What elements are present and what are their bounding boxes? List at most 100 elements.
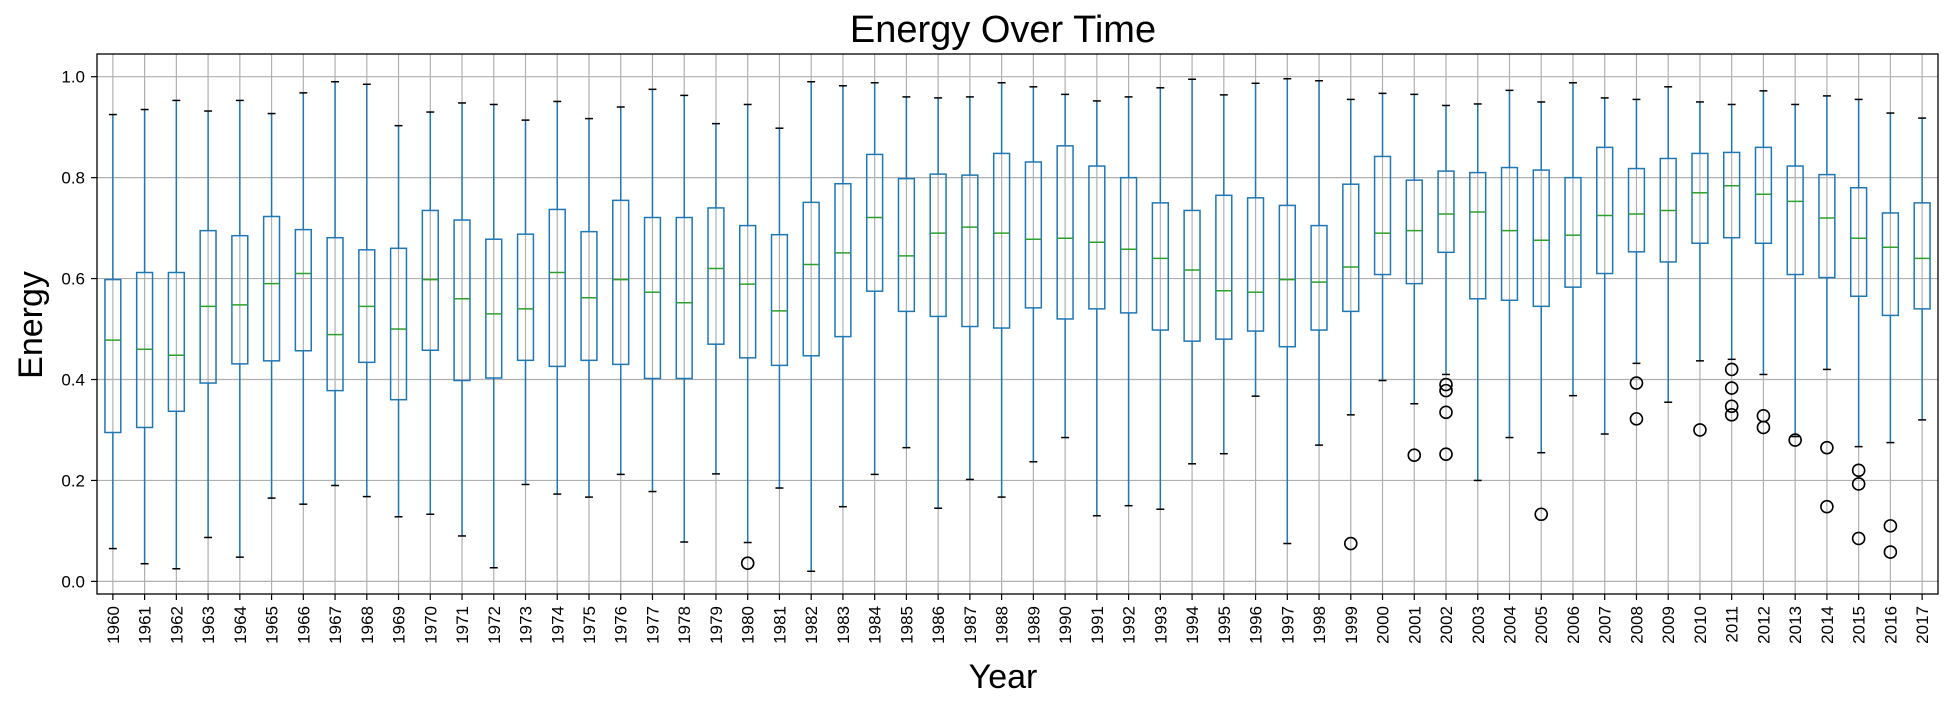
x-tick-label: 1965 bbox=[263, 606, 282, 644]
box-1961 bbox=[135, 108, 154, 565]
iqr-box bbox=[485, 238, 503, 379]
x-tick-label: 2002 bbox=[1437, 606, 1456, 644]
iqr-box bbox=[992, 152, 1011, 329]
box-2017 bbox=[1913, 117, 1931, 421]
box-1973 bbox=[516, 119, 535, 486]
iqr-box bbox=[770, 233, 789, 367]
x-tick-label: 2014 bbox=[1818, 606, 1837, 644]
box-1969 bbox=[389, 124, 408, 518]
outlier-point bbox=[740, 556, 755, 571]
iqr-box bbox=[802, 201, 820, 357]
iqr-box bbox=[643, 216, 662, 380]
box-2006 bbox=[1564, 82, 1582, 397]
box-1992 bbox=[1119, 96, 1138, 507]
box-1994 bbox=[1183, 78, 1201, 465]
x-axis-label: Year bbox=[969, 658, 1038, 696]
x-tick-label: 1971 bbox=[453, 606, 472, 644]
boxes bbox=[104, 77, 1931, 573]
x-tick-label: 2006 bbox=[1564, 606, 1583, 644]
outlier-point bbox=[1439, 405, 1453, 420]
iqr-box bbox=[739, 224, 757, 359]
iqr-box bbox=[1722, 151, 1741, 239]
x-tick-label: 1983 bbox=[834, 606, 853, 644]
box-2015 bbox=[1849, 98, 1868, 546]
iqr-box bbox=[1310, 224, 1328, 331]
iqr-box bbox=[1405, 179, 1423, 285]
box-1998 bbox=[1310, 79, 1328, 446]
box-1993 bbox=[1151, 87, 1170, 510]
outlier-point bbox=[1851, 477, 1866, 491]
x-tick-label: 1967 bbox=[326, 606, 345, 644]
x-tick-label: 1982 bbox=[802, 606, 821, 644]
box-2005 bbox=[1532, 101, 1550, 522]
iqr-box bbox=[1564, 176, 1582, 288]
iqr-box bbox=[1596, 146, 1614, 275]
box-2000 bbox=[1373, 92, 1392, 382]
box-1985 bbox=[897, 96, 916, 449]
x-tick-label: 1980 bbox=[739, 606, 758, 644]
iqr-box bbox=[548, 208, 566, 368]
outlier-point bbox=[1439, 383, 1453, 398]
box-1963 bbox=[199, 110, 217, 539]
x-tick-label: 2000 bbox=[1374, 606, 1393, 644]
outlier-point bbox=[1756, 420, 1771, 435]
x-tick-label: 1969 bbox=[390, 606, 409, 644]
box-1976 bbox=[612, 106, 630, 476]
iqr-box bbox=[961, 174, 979, 328]
box-1984 bbox=[865, 82, 884, 476]
box-1962 bbox=[167, 99, 186, 570]
iqr-box bbox=[1088, 165, 1106, 310]
box-2004 bbox=[1500, 89, 1519, 439]
box-2009 bbox=[1659, 86, 1677, 403]
iqr-box bbox=[1119, 176, 1138, 314]
box-2007 bbox=[1596, 97, 1614, 435]
box-1960 bbox=[104, 113, 122, 550]
outlier-point bbox=[1629, 376, 1644, 390]
y-axis-ticks: 0.0 0.2 0.4 0.6 0.8 1.0 bbox=[61, 68, 97, 591]
outlier-point bbox=[1629, 412, 1644, 426]
box-1987 bbox=[961, 96, 979, 481]
x-axis-ticks: 1960 1961 1962 1963 1964 1965 1966 1967 1968 1969… bbox=[104, 594, 1932, 644]
iqr-box bbox=[1691, 152, 1709, 245]
box-1971 bbox=[453, 102, 471, 537]
iqr-box bbox=[1627, 167, 1646, 253]
iqr-box bbox=[865, 153, 884, 292]
box-1995 bbox=[1215, 94, 1233, 455]
box-1967 bbox=[326, 81, 344, 487]
iqr-box bbox=[1849, 186, 1868, 297]
iqr-box bbox=[1500, 166, 1519, 302]
box-1972 bbox=[485, 103, 503, 569]
x-tick-label: 1998 bbox=[1310, 606, 1329, 644]
x-tick-label: 1996 bbox=[1247, 606, 1266, 644]
box-1986 bbox=[929, 97, 947, 509]
iqr-box bbox=[262, 215, 281, 362]
box-1975 bbox=[580, 117, 598, 498]
plot-frame bbox=[96, 53, 1939, 595]
outlier-point bbox=[1883, 519, 1898, 533]
box-1980 bbox=[739, 103, 757, 571]
box-2008 bbox=[1627, 98, 1646, 426]
iqr-box bbox=[612, 199, 630, 366]
box-2002 bbox=[1437, 104, 1455, 462]
iqr-box bbox=[1151, 202, 1170, 331]
iqr-box bbox=[580, 230, 598, 362]
box-1968 bbox=[358, 83, 376, 498]
iqr-box bbox=[389, 247, 408, 401]
x-tick-label: 1984 bbox=[866, 606, 885, 644]
x-tick-label: 1973 bbox=[517, 606, 536, 644]
iqr-box bbox=[897, 177, 916, 313]
x-tick-label: 1960 bbox=[104, 606, 123, 644]
y-tick-label: 0.0 bbox=[61, 572, 85, 591]
box-1966 bbox=[294, 92, 313, 505]
iqr-box bbox=[421, 209, 439, 351]
iqr-box bbox=[104, 278, 122, 434]
outlier-point bbox=[1820, 440, 1834, 455]
y-tick-label: 1.0 bbox=[61, 68, 85, 87]
iqr-box bbox=[1246, 197, 1265, 332]
box-1996 bbox=[1246, 82, 1265, 397]
x-tick-label: 2009 bbox=[1659, 606, 1678, 644]
outlier-point bbox=[1724, 381, 1739, 395]
y-tick-label: 0.4 bbox=[61, 371, 85, 390]
box-1988 bbox=[992, 82, 1011, 498]
x-tick-label: 1985 bbox=[897, 606, 916, 644]
